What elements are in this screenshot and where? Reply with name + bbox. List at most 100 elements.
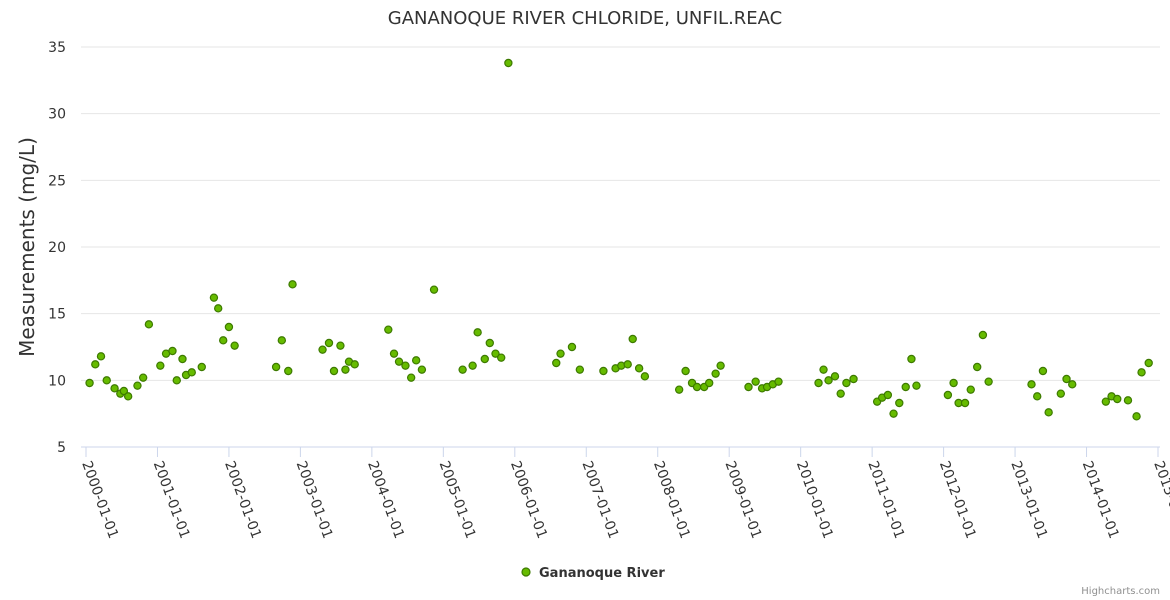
- data-point[interactable]: [716, 361, 725, 370]
- data-point[interactable]: [623, 360, 632, 369]
- data-point[interactable]: [324, 338, 334, 348]
- data-point[interactable]: [744, 382, 753, 392]
- data-point[interactable]: [692, 382, 702, 392]
- data-point[interactable]: [634, 364, 644, 373]
- data-point[interactable]: [1113, 394, 1122, 404]
- data-point[interactable]: [849, 374, 858, 384]
- data-point[interactable]: [556, 349, 565, 358]
- data-point[interactable]: [156, 361, 165, 370]
- data-point[interactable]: [336, 341, 345, 350]
- data-point[interactable]: [406, 373, 416, 382]
- data-point[interactable]: [429, 285, 439, 294]
- data-point[interactable]: [417, 365, 427, 374]
- data-point[interactable]: [1101, 397, 1111, 406]
- data-point[interactable]: [1123, 396, 1133, 405]
- data-point[interactable]: [711, 369, 720, 378]
- legend-marker[interactable]: [521, 567, 531, 577]
- data-point[interactable]: [458, 365, 467, 374]
- data-point[interactable]: [401, 361, 410, 370]
- data-point[interactable]: [972, 362, 982, 372]
- data-point[interactable]: [138, 373, 148, 382]
- data-point[interactable]: [209, 293, 219, 302]
- data-point[interactable]: [978, 330, 988, 340]
- data-point[interactable]: [674, 385, 684, 394]
- data-point[interactable]: [224, 322, 234, 332]
- data-point[interactable]: [901, 382, 910, 392]
- data-point[interactable]: [318, 345, 327, 354]
- data-point[interactable]: [575, 365, 585, 374]
- data-point[interactable]: [284, 366, 293, 376]
- data-point[interactable]: [1044, 408, 1053, 417]
- data-point[interactable]: [912, 381, 921, 390]
- legend[interactable]: Gananoque River: [521, 566, 665, 581]
- data-point[interactable]: [1137, 368, 1146, 377]
- data-point[interactable]: [230, 341, 239, 350]
- data-point[interactable]: [830, 372, 840, 381]
- data-point[interactable]: [504, 58, 513, 68]
- data-point[interactable]: [144, 320, 154, 329]
- data-points[interactable]: [85, 58, 1153, 421]
- data-point[interactable]: [949, 378, 958, 388]
- data-point[interactable]: [883, 390, 893, 400]
- data-point[interactable]: [394, 357, 404, 366]
- data-point[interactable]: [329, 366, 339, 376]
- data-point[interactable]: [178, 354, 187, 364]
- credits-link[interactable]: Highcharts.com: [1081, 586, 1160, 597]
- data-point[interactable]: [91, 360, 100, 369]
- data-point[interactable]: [341, 365, 350, 374]
- data-point[interactable]: [628, 334, 637, 344]
- data-point[interactable]: [384, 325, 393, 334]
- data-point[interactable]: [219, 336, 228, 345]
- data-point[interactable]: [1033, 392, 1042, 401]
- data-point[interactable]: [197, 362, 206, 372]
- data-point[interactable]: [1056, 389, 1066, 398]
- data-point[interactable]: [271, 362, 281, 372]
- data-point[interactable]: [842, 378, 851, 388]
- data-point[interactable]: [389, 349, 399, 358]
- data-point[interactable]: [1144, 358, 1153, 368]
- data-point[interactable]: [895, 398, 904, 408]
- data-point[interactable]: [102, 376, 111, 385]
- data-point[interactable]: [1027, 380, 1036, 389]
- data-point[interactable]: [1038, 366, 1048, 376]
- data-point[interactable]: [473, 328, 482, 337]
- data-point[interactable]: [123, 392, 133, 401]
- data-point[interactable]: [119, 386, 129, 396]
- data-point[interactable]: [943, 390, 953, 400]
- data-point[interactable]: [966, 385, 975, 394]
- data-point[interactable]: [681, 366, 690, 376]
- data-point[interactable]: [824, 376, 833, 385]
- data-point[interactable]: [907, 354, 916, 364]
- data-point[interactable]: [110, 384, 119, 393]
- data-point[interactable]: [168, 346, 177, 356]
- data-point[interactable]: [187, 368, 196, 377]
- data-point[interactable]: [411, 356, 421, 365]
- data-point[interactable]: [85, 378, 94, 388]
- data-point[interactable]: [640, 372, 650, 381]
- data-point[interactable]: [96, 352, 106, 361]
- data-point[interactable]: [599, 366, 608, 376]
- data-point[interactable]: [704, 378, 714, 388]
- data-point[interactable]: [1132, 412, 1141, 421]
- data-point[interactable]: [491, 349, 500, 358]
- data-point[interactable]: [567, 342, 577, 352]
- data-point[interactable]: [288, 280, 297, 289]
- data-point[interactable]: [468, 361, 477, 370]
- data-point[interactable]: [889, 409, 898, 418]
- data-point[interactable]: [960, 398, 970, 408]
- data-point[interactable]: [350, 360, 359, 369]
- data-point[interactable]: [819, 365, 828, 374]
- legend-label[interactable]: Gananoque River: [539, 566, 665, 581]
- data-point[interactable]: [133, 381, 142, 390]
- data-point[interactable]: [480, 354, 489, 364]
- data-point[interactable]: [1068, 380, 1077, 389]
- data-point[interactable]: [751, 377, 760, 386]
- data-point[interactable]: [814, 378, 823, 388]
- data-point[interactable]: [277, 336, 287, 345]
- data-point[interactable]: [836, 389, 845, 398]
- data-point[interactable]: [497, 353, 506, 362]
- data-point[interactable]: [552, 358, 561, 368]
- data-point[interactable]: [984, 377, 993, 386]
- data-point[interactable]: [774, 377, 783, 386]
- data-point[interactable]: [214, 304, 223, 313]
